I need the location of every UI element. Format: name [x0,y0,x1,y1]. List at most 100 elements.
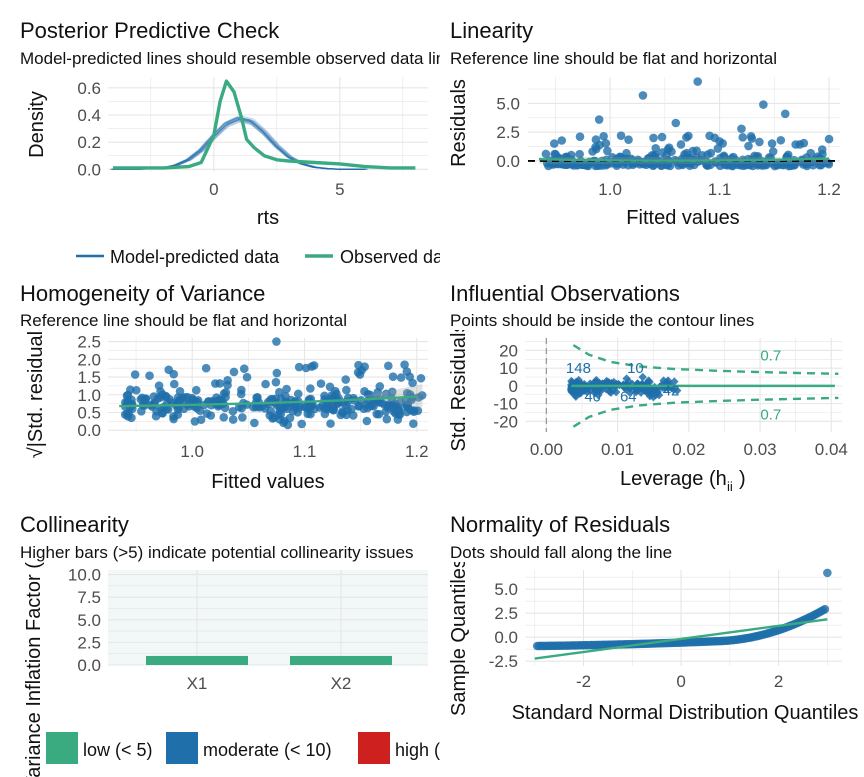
data-point [228,415,238,424]
data-point: ◆ [578,384,587,396]
data-point: ◆ [568,385,577,397]
data-point [169,369,179,379]
data-point: ◆ [571,383,580,395]
data-point [616,131,626,140]
x-tick-label: 0 [676,672,685,691]
data-point: ◆ [626,382,635,394]
data-point [363,403,372,413]
data-point: ◆ [633,385,642,397]
x-axis-label-close: ) [739,468,746,490]
data-point [372,409,382,419]
data-point: ◆ [572,383,581,395]
data-point: ◆ [567,383,576,395]
data-point: ◆ [637,386,646,398]
data-point: ◆ [605,376,614,388]
model-predicted-line [113,118,365,170]
data-point [821,158,830,168]
data-point [212,393,221,402]
data-point: ◆ [567,382,576,394]
data-point [409,419,418,428]
data-point: ◆ [609,383,618,395]
point-label: 10 [627,360,644,377]
data-point: ◆ [602,375,611,387]
data-point [239,364,249,374]
data-point: ◆ [568,384,577,396]
data-point: ◆ [590,376,599,388]
data-point: ◆ [567,384,576,396]
data-point: ◆ [612,378,621,390]
data-point [789,161,798,170]
data-point [201,363,211,373]
linearity-subtitle: Reference line should be flat and horizo… [450,49,777,68]
data-point [326,419,335,428]
data-point: ◆ [568,386,577,398]
y-tick-label: 1.5 [77,368,101,387]
data-point: ◆ [642,386,651,398]
y-tick-label: 20 [499,341,518,360]
legend-key [358,732,390,764]
data-point: ◆ [659,375,668,387]
data-point: ◆ [568,384,577,396]
data-point [297,419,307,429]
data-point [301,402,310,412]
data-point: ◆ [569,382,578,394]
data-point [400,360,409,369]
contour-label: 0.7 [760,348,781,365]
data-point [693,77,702,86]
data-point: ◆ [661,382,670,394]
data-point [595,140,604,150]
data-point: ◆ [642,378,651,390]
data-point: ◆ [575,388,584,400]
data-point [145,371,154,381]
data-point [169,379,179,389]
x-tick-label: X1 [187,674,208,693]
data-point: ◆ [595,377,604,389]
data-point [747,134,757,143]
data-point: ◆ [567,382,576,394]
normality-panel: 5.0 2.5 0.0 -2.5 -2 0 2 Sample Quantiles Standar… [440,562,864,777]
data-point [649,151,658,161]
y-tick-label: 1.0 [77,386,101,405]
data-point [178,393,187,403]
data-point [363,389,373,399]
data-point [229,367,239,377]
data-point: ◆ [580,378,589,390]
x-axis-label: Leverage (h [620,468,727,490]
data-point [382,414,392,424]
data-point [396,373,406,382]
data-point: ◆ [644,374,653,386]
data-point: ◆ [619,379,628,391]
data-point: ◆ [575,382,584,394]
data-point: ◆ [574,378,583,390]
cook-contour-lower [572,396,839,428]
data-point: ◆ [573,376,582,388]
data-point: ◆ [633,378,642,390]
data-point [767,139,777,148]
x-tick-label: 1.2 [817,180,841,199]
data-point: ◆ [569,384,578,396]
data-point [132,385,141,395]
data-point [342,385,351,395]
data-point [349,393,358,403]
data-point [723,160,733,170]
data-point: ◆ [664,375,673,387]
data-point [575,132,585,141]
collinearity-chart: 0.0 2.5 5.0 7.5 10.0 X1 X2 Variance Inflation F… [23,562,440,777]
y-axis-label: Std. Residuals [448,330,470,451]
influence-chart: ◆◆ ◆◆◆◆◆ ◆◆◆ ◆◆◆ ◆◆◆◆◆◆◆ ◆◆◆◆ ◆ ◆◆ ◆ ◆◆◆ ◆◆◆ ◆◆◆◆ ◆◆… [448,330,848,494]
vif-bar [290,655,392,665]
data-point [238,413,247,422]
legend-label: high (>= 10) [395,740,440,760]
y-tick-label: 2.0 [77,350,101,369]
data-point: ◆ [587,384,596,396]
data-point [806,148,815,158]
y-tick-label: 0.6 [77,79,101,98]
data-point [228,406,238,416]
linearity-panel: 0.0 2.5 5.0 1.0 1.1 1.2 Residuals Fitted values [440,72,864,272]
y-tick-label: 2.5 [496,123,520,142]
data-point: ◆ [637,379,646,391]
x-tick-label: 0.01 [601,440,634,459]
data-point: ◆ [645,376,654,388]
data-point: ◆ [595,381,604,393]
